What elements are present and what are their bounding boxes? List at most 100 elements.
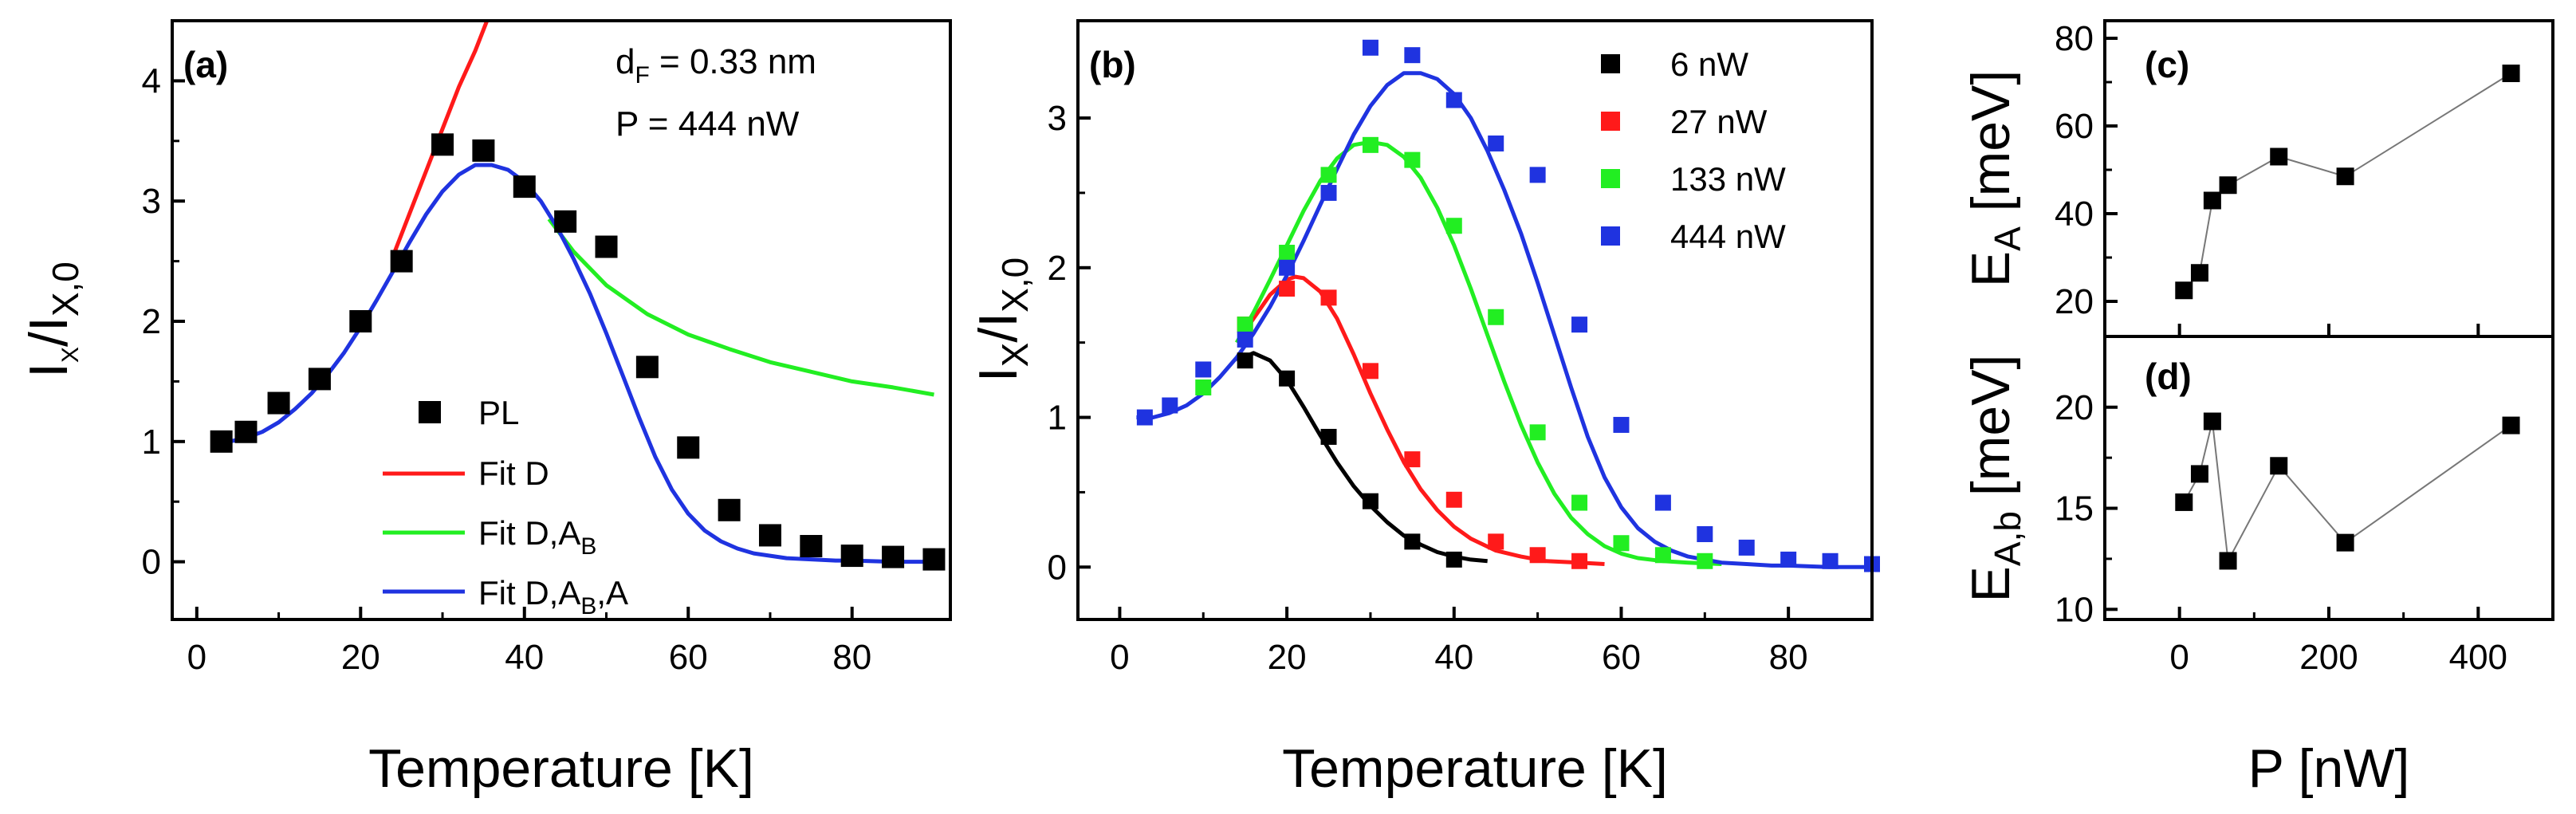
legend-label: 27 nW (1670, 103, 1768, 140)
ea-data-point (2203, 191, 2221, 210)
panel-c-label: (c) (2145, 44, 2189, 85)
x-tick-label: 40 (505, 638, 544, 677)
data-point-444nw (1320, 184, 1337, 201)
ea-data-point (2190, 264, 2208, 282)
panel-d-label: (d) (2145, 356, 2192, 397)
panel-d-data (2175, 412, 2520, 570)
data-point-444nw (1822, 552, 1839, 569)
data-point-133nw (1571, 494, 1588, 511)
x-tick-label: 20 (341, 638, 380, 677)
x-tick-label: 200 (2299, 638, 2358, 677)
pl-data-point (308, 368, 331, 391)
legend-marker-133nw (1601, 169, 1620, 188)
data-point-133nw (1697, 552, 1713, 569)
panel-d-ticks: 0 200 400 10 15 20 (2055, 388, 2507, 677)
x-tick-label: 80 (832, 638, 871, 677)
pl-data-point (349, 310, 372, 333)
data-point-133nw (1237, 317, 1253, 333)
data-point-444nw (1404, 47, 1421, 64)
x-tick-label: 20 (1268, 638, 1307, 677)
y-tick-label: 2 (1048, 249, 1067, 288)
data-point-133nw (1362, 136, 1378, 153)
panel-d-xlabel: P [nW] (2248, 738, 2410, 799)
data-point-133nw (1195, 379, 1212, 395)
panel-b-xlabel: Temperature [K] (1282, 738, 1668, 799)
y-tick-label: 60 (2055, 107, 2094, 146)
data-point-444nw (1237, 331, 1253, 348)
ea-data-point (2175, 281, 2193, 300)
legend-label: 133 nW (1670, 160, 1786, 198)
pl-data-point (554, 210, 577, 233)
x-tick-label: 40 (1434, 638, 1473, 677)
data-point-444nw (1529, 167, 1546, 183)
pl-data-point (472, 139, 495, 162)
y-tick-label: 3 (1048, 99, 1067, 138)
legend-fit-daba-label: Fit D,AB,A (478, 574, 628, 619)
pl-data-point (267, 391, 290, 415)
y-tick-label: 0 (142, 543, 161, 582)
panel-c-data (2175, 65, 2520, 300)
y-tick-label: 20 (2055, 282, 2094, 321)
df-symbol: d (615, 42, 635, 81)
data-point-133nw (1445, 218, 1462, 234)
ea-data-point (2270, 147, 2288, 166)
x-tick-label: 0 (187, 638, 206, 677)
x-tick-label: 60 (669, 638, 708, 677)
data-point-6nw (1279, 370, 1296, 387)
pl-data-point (882, 545, 905, 568)
legend-label: 444 nW (1670, 218, 1786, 255)
pl-data-point (635, 356, 659, 379)
pl-data-point (758, 524, 781, 547)
y-tick-label: 2 (142, 302, 161, 341)
legend-fit-dab-label: Fit D,AB (478, 514, 596, 560)
panel-a-xlabel: Temperature [K] (368, 738, 754, 799)
pl-data-point (431, 133, 454, 156)
panel-b-legend: 6 nW 27 nW 133 nW 444 nW (1601, 45, 1786, 255)
panel-c-ticks: 20 40 60 80 (2055, 19, 2480, 336)
panel-a-ticks: 0 20 40 60 80 0 1 2 3 4 (142, 61, 872, 677)
legend-marker-6nw (1601, 54, 1620, 73)
eab-data-point (2175, 493, 2193, 511)
legend-marker-444nw (1601, 226, 1620, 246)
data-point-133nw (1320, 167, 1337, 183)
pl-data-point (390, 250, 413, 273)
data-point-444nw (1136, 409, 1153, 426)
fit-dab-curve (547, 218, 934, 397)
pl-data-point (513, 175, 536, 199)
panel-b-ylabel: IX/IX,0 (968, 258, 1036, 382)
ea-data-point (2502, 65, 2520, 82)
y-tick-label: 3 (142, 182, 161, 221)
data-point-6nw (1320, 428, 1337, 445)
data-point-444nw (1738, 539, 1755, 556)
x-tick-label: 60 (1602, 638, 1641, 677)
df-value: = 0.33 nm (650, 42, 816, 81)
data-point-444nw (1780, 551, 1797, 568)
panel-a-ylabel: IX/IX,0 (18, 262, 86, 378)
data-point-27nw (1404, 451, 1421, 468)
panel-c: 20 40 60 80 (c) EA [meV] (1961, 19, 2554, 338)
pl-data-point (840, 545, 863, 568)
data-point-6nw (1404, 533, 1421, 550)
pl-data-point (210, 430, 233, 453)
data-point-133nw (1613, 535, 1630, 552)
ea-data-point (2219, 176, 2237, 195)
data-point-6nw (1362, 493, 1378, 509)
data-point-27nw (1445, 491, 1462, 508)
y-tick-label: 15 (2055, 490, 2094, 529)
legend-marker-27nw (1601, 112, 1620, 131)
panel-d: 0 200 400 10 15 20 (d) EA,b [meV] P [nW] (1961, 335, 2554, 799)
panel-b-ticks: 0 20 40 60 80 0 1 2 3 (1048, 99, 1808, 677)
pl-data-point (718, 498, 741, 521)
x-tick-label: 400 (2449, 638, 2507, 677)
eab-data-point (2336, 533, 2354, 552)
y-tick-label: 4 (142, 61, 161, 100)
data-point-133nw (1529, 424, 1546, 441)
y-tick-label: 20 (2055, 388, 2094, 427)
fit-curve-133nw (1235, 140, 1722, 566)
fit-d-curve (391, 21, 490, 257)
data-point-6nw (1237, 352, 1253, 369)
data-point-6nw (1445, 551, 1462, 568)
pl-data-point (595, 235, 618, 258)
panel-b-label: (b) (1089, 44, 1136, 85)
ea-data-point (2336, 167, 2354, 186)
